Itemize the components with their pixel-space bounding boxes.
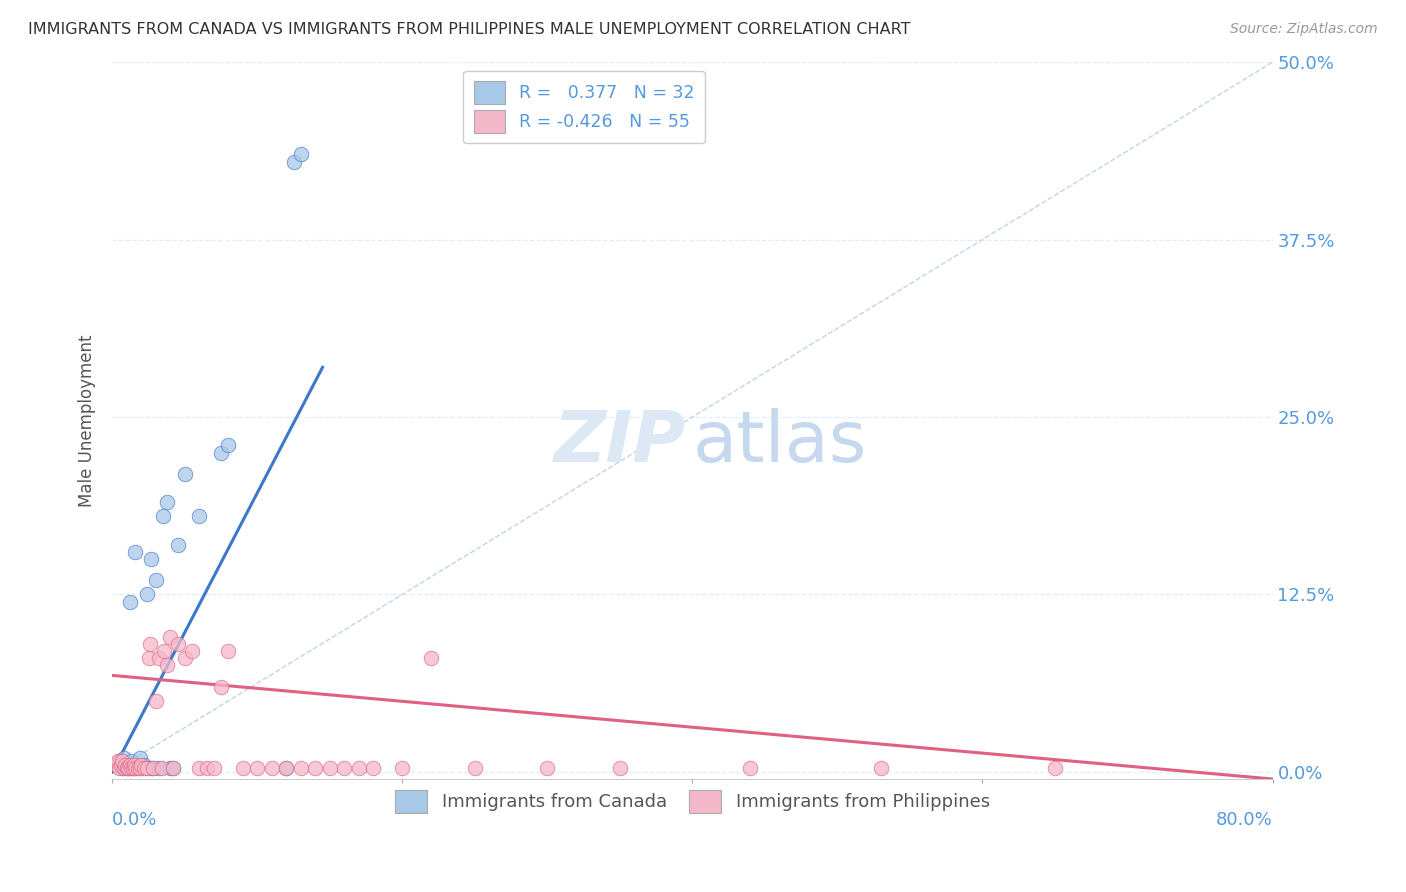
Point <box>129 757 152 772</box>
Point <box>304 761 326 775</box>
Point <box>111 761 134 775</box>
Point <box>363 761 385 775</box>
Point <box>276 761 298 775</box>
Point <box>609 761 631 775</box>
Point <box>138 651 160 665</box>
Text: 0.0%: 0.0% <box>112 812 157 830</box>
Point <box>112 761 135 775</box>
Point <box>122 757 145 772</box>
Point <box>134 757 156 772</box>
Point <box>129 761 152 775</box>
Point <box>142 761 165 775</box>
Point <box>127 761 149 775</box>
Point <box>391 761 413 775</box>
Point <box>202 761 225 775</box>
Point <box>107 754 129 768</box>
Text: Source: ZipAtlas.com: Source: ZipAtlas.com <box>1230 22 1378 37</box>
Point <box>128 761 150 775</box>
Point <box>124 545 146 559</box>
Point <box>246 761 269 775</box>
Point <box>139 637 162 651</box>
Point <box>153 644 176 658</box>
Point <box>159 630 181 644</box>
Point <box>114 757 136 772</box>
Point <box>283 154 305 169</box>
Point <box>136 761 159 775</box>
Point <box>173 467 195 481</box>
Point <box>420 651 443 665</box>
Point <box>162 761 184 775</box>
Point <box>319 761 342 775</box>
Point <box>188 509 211 524</box>
Point <box>105 757 128 772</box>
Point <box>209 680 232 694</box>
Point <box>141 552 163 566</box>
Point <box>347 761 370 775</box>
Point <box>217 438 239 452</box>
Point <box>115 761 138 775</box>
Point <box>232 761 254 775</box>
Point <box>260 761 283 775</box>
Text: IMMIGRANTS FROM CANADA VS IMMIGRANTS FROM PHILIPPINES MALE UNEMPLOYMENT CORRELAT: IMMIGRANTS FROM CANADA VS IMMIGRANTS FRO… <box>28 22 911 37</box>
Point <box>110 757 132 772</box>
Point <box>1043 761 1066 775</box>
Point <box>145 574 167 588</box>
Point <box>159 761 181 775</box>
Point <box>145 694 167 708</box>
Point <box>276 761 298 775</box>
Point <box>156 495 179 509</box>
Point <box>112 750 135 764</box>
Point <box>115 757 138 772</box>
Point <box>209 445 232 459</box>
Point <box>124 761 146 775</box>
Text: 80.0%: 80.0% <box>1216 812 1272 830</box>
Point <box>108 761 131 775</box>
Point <box>127 757 149 772</box>
Point <box>134 761 156 775</box>
Point <box>118 594 141 608</box>
Point <box>142 761 165 775</box>
Point <box>464 761 486 775</box>
Point <box>111 754 134 768</box>
Point <box>117 761 139 775</box>
Point <box>128 750 150 764</box>
Text: atlas: atlas <box>692 408 866 476</box>
Point <box>740 761 762 775</box>
Point <box>181 644 204 658</box>
Point <box>290 147 312 161</box>
Y-axis label: Male Unemployment: Male Unemployment <box>79 334 96 507</box>
Point <box>115 761 138 775</box>
Point <box>120 761 142 775</box>
Point <box>122 761 145 775</box>
Point <box>870 761 893 775</box>
Point <box>120 754 142 768</box>
Point <box>162 761 184 775</box>
Point <box>108 754 131 768</box>
Point <box>173 651 195 665</box>
Text: ZIP: ZIP <box>554 408 686 476</box>
Point <box>105 757 128 772</box>
Point <box>188 761 211 775</box>
Point <box>152 509 174 524</box>
Point <box>166 538 188 552</box>
Point <box>156 658 179 673</box>
Point <box>290 761 312 775</box>
Point <box>150 761 173 775</box>
Point <box>148 761 170 775</box>
Point <box>217 644 239 658</box>
Legend: Immigrants from Canada, Immigrants from Philippines: Immigrants from Canada, Immigrants from … <box>388 782 997 820</box>
Point <box>136 587 159 601</box>
Point <box>333 761 356 775</box>
Point <box>118 757 141 772</box>
Point <box>195 761 218 775</box>
Point <box>138 761 160 775</box>
Point <box>121 761 143 775</box>
Point <box>166 637 188 651</box>
Point <box>148 651 170 665</box>
Point <box>536 761 558 775</box>
